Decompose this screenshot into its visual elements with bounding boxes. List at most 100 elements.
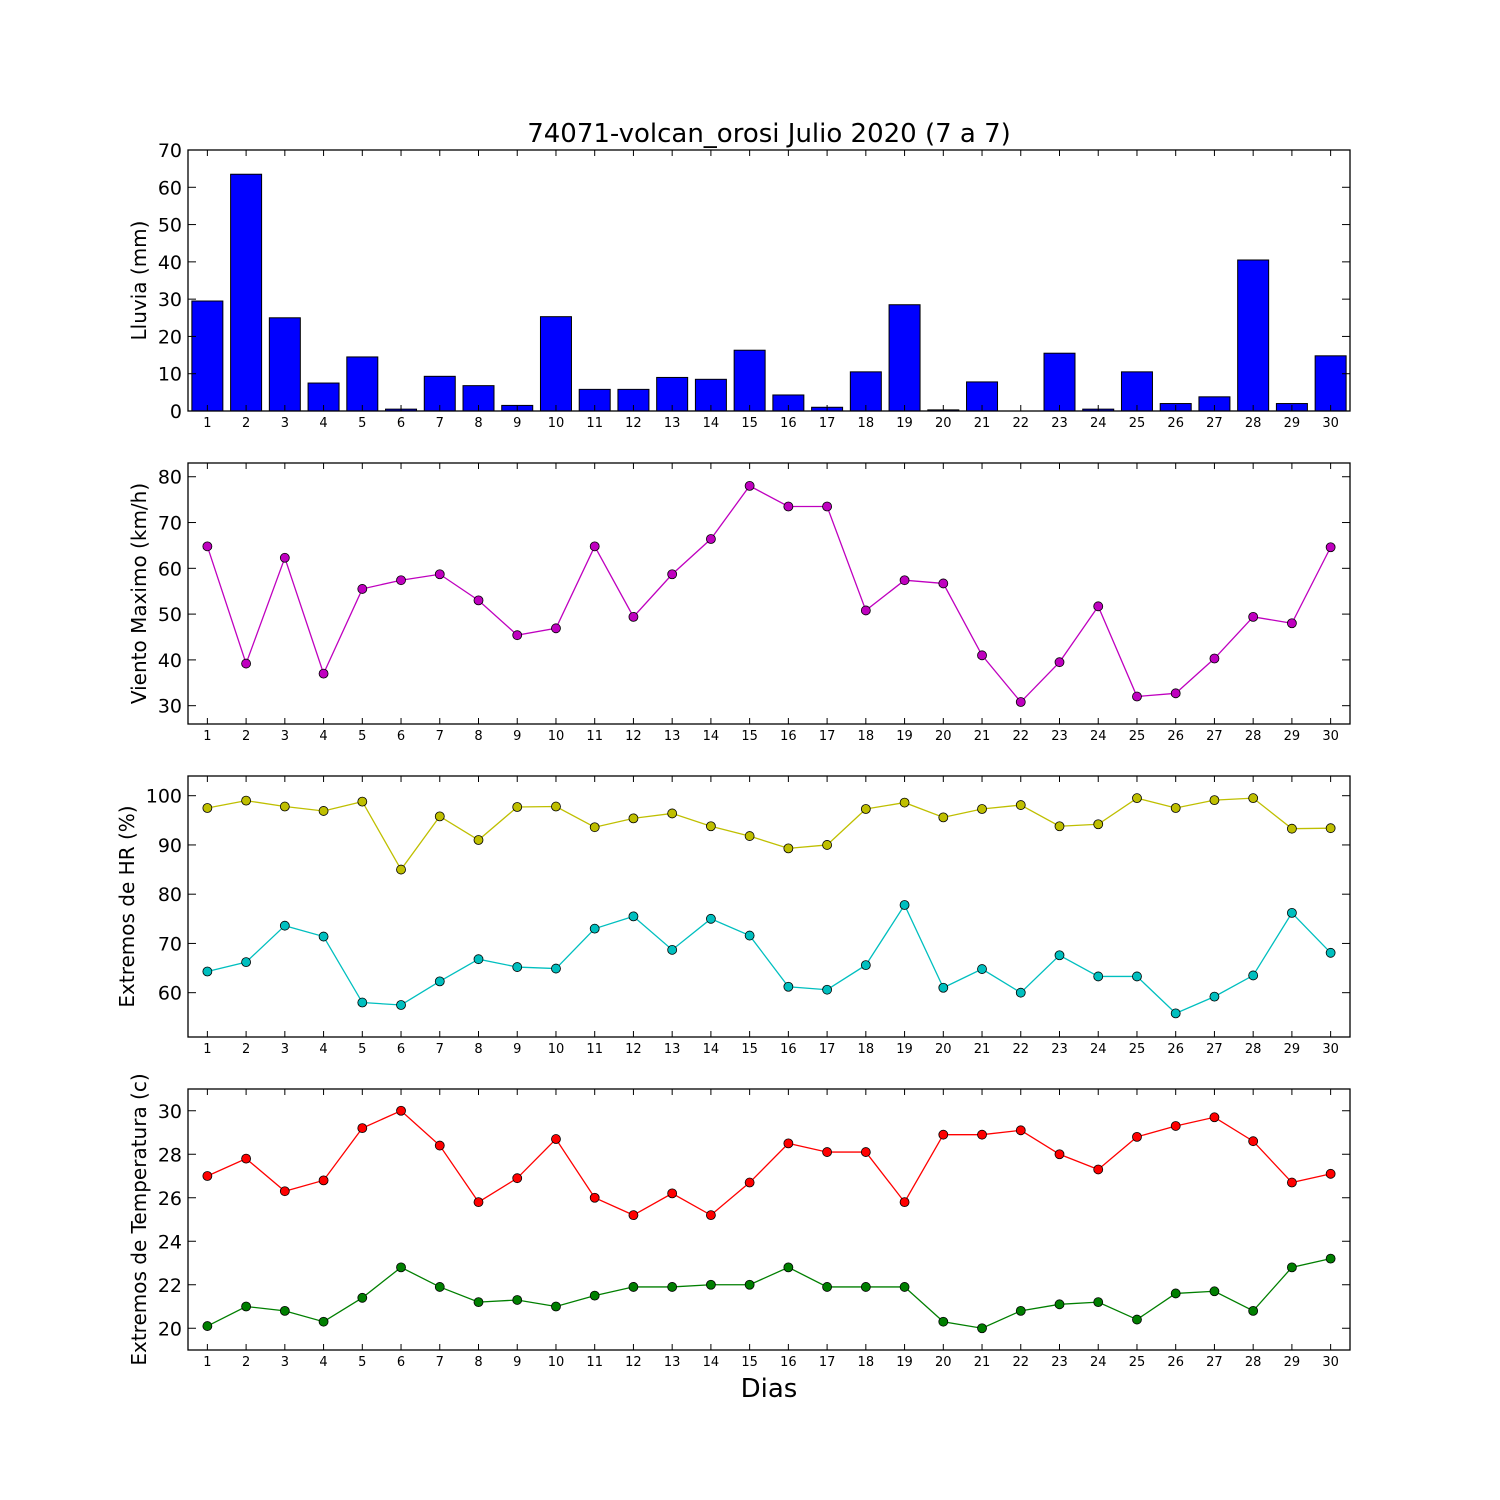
x-tick-label: 16: [780, 1042, 797, 1057]
point-s1-day-15: [744, 1177, 755, 1188]
bar-day-5: [346, 356, 379, 412]
y-axis-label: Lluvia (mm): [127, 221, 151, 341]
point-s1-day-26: [1170, 803, 1181, 813]
bar-day-3: [268, 317, 301, 412]
x-tick-label: 10: [548, 729, 565, 744]
point-s1-day-27: [1209, 795, 1220, 806]
x-tick-label: 12: [625, 729, 642, 744]
point-s2-day-8: [473, 1297, 484, 1308]
x-tick-label: 26: [1167, 729, 1184, 744]
y-tick-label: 30: [158, 1101, 182, 1123]
x-tick-label: 9: [513, 1042, 521, 1057]
point-s2-day-19: [899, 1282, 910, 1292]
point-s2-day-25: [1132, 1314, 1142, 1325]
point-s1-day-12: [628, 1210, 639, 1221]
point-s2-day-18: [860, 960, 871, 970]
point-s1-day-9: [512, 1173, 523, 1184]
x-tick-label: 25: [1129, 729, 1146, 744]
point-s2-day-23: [1054, 1299, 1065, 1310]
point-s1-day-24: [1093, 601, 1104, 612]
point-s1-day-30: [1325, 823, 1336, 834]
point-s1-day-11: [589, 1192, 600, 1203]
point-s1-day-5: [357, 1123, 368, 1134]
point-s2-day-27: [1209, 991, 1220, 1002]
x-tick-label: 26: [1167, 1355, 1184, 1370]
y-tick-label: 100: [146, 786, 182, 808]
point-s1-day-15: [744, 480, 755, 491]
point-s1-day-24: [1093, 1164, 1104, 1175]
point-s2-day-13: [667, 944, 678, 955]
x-tick-label: 24: [1090, 1355, 1107, 1370]
point-s1-day-3: [279, 801, 290, 812]
point-s1-day-7: [434, 569, 445, 580]
point-s1-day-9: [512, 630, 523, 641]
point-s2-day-14: [706, 1279, 716, 1290]
point-s2-day-14: [706, 913, 716, 924]
point-s1-day-8: [473, 835, 484, 845]
point-s2-day-1: [202, 966, 213, 977]
x-tick-label: 15: [741, 1042, 758, 1057]
point-s1-day-29: [1287, 823, 1297, 834]
x-tick-label: 21: [974, 416, 991, 431]
point-s1-day-7: [434, 1140, 445, 1151]
point-s2-day-2: [241, 957, 252, 968]
point-s1-day-2: [241, 658, 252, 669]
point-s1-day-26: [1170, 688, 1181, 699]
point-s1-day-2: [241, 1153, 252, 1164]
x-tick-label: 22: [1012, 1042, 1029, 1057]
y-tick-label: 26: [158, 1188, 182, 1210]
point-s1-day-5: [357, 584, 368, 594]
y-tick-label: 40: [158, 650, 182, 672]
x-tick-label: 24: [1090, 416, 1107, 431]
point-s2-day-30: [1325, 947, 1336, 958]
bar-day-25: [1120, 371, 1153, 412]
point-s1-day-1: [202, 1171, 213, 1181]
x-tick-label: 30: [1322, 1355, 1339, 1370]
x-tick-label: 23: [1051, 1042, 1068, 1057]
point-s1-day-10: [551, 623, 561, 634]
x-tick-label: 17: [819, 729, 836, 744]
bar-day-18: [849, 371, 882, 412]
y-tick-label: 70: [158, 513, 182, 535]
point-s2-day-6: [396, 1262, 406, 1273]
y-tick-label: 22: [158, 1275, 182, 1297]
x-tick-label: 1: [203, 416, 211, 431]
y-tick-label: 0: [170, 401, 182, 423]
x-tick-label: 1: [203, 1355, 211, 1370]
point-s2-day-7: [434, 1282, 445, 1292]
point-s2-day-15: [744, 1279, 755, 1290]
x-tick-label: 2: [242, 729, 250, 744]
x-tick-label: 15: [741, 416, 758, 431]
bar-day-23: [1043, 352, 1076, 412]
x-tick-label: 4: [319, 1042, 327, 1057]
x-tick-label: 3: [281, 1355, 289, 1370]
point-s1-day-25: [1132, 691, 1142, 702]
x-tick-label: 29: [1284, 416, 1301, 431]
bar-day-15: [733, 349, 766, 412]
x-tick-label: 11: [586, 1355, 603, 1370]
point-s1-day-28: [1248, 1136, 1259, 1147]
x-tick-label: 26: [1167, 416, 1184, 431]
x-tick-label: 18: [858, 416, 875, 431]
point-s2-day-1: [202, 1321, 213, 1331]
x-tick-label: 19: [896, 1355, 913, 1370]
x-tick-label: 30: [1322, 1042, 1339, 1057]
x-tick-label: 9: [513, 729, 521, 744]
x-tick-label: 14: [703, 1355, 720, 1370]
point-s2-day-21: [977, 1323, 987, 1334]
y-axis-label: Extremos de Temperatura (c): [127, 1073, 151, 1365]
x-tick-label: 22: [1012, 729, 1029, 744]
point-s1-day-16: [783, 1138, 794, 1149]
point-s1-day-18: [860, 605, 871, 616]
point-s1-day-12: [628, 611, 639, 622]
bar-day-10: [539, 316, 572, 412]
x-tick-label: 30: [1322, 416, 1339, 431]
x-tick-label: 3: [281, 729, 289, 744]
x-tick-label: 18: [858, 729, 875, 744]
x-tick-label: 2: [242, 416, 250, 431]
series-line-2: [207, 903, 1332, 1015]
y-tick-label: 28: [158, 1144, 182, 1166]
x-tick-label: 23: [1051, 729, 1068, 744]
x-tick-label: 4: [319, 729, 327, 744]
point-s1-day-26: [1170, 1121, 1181, 1131]
